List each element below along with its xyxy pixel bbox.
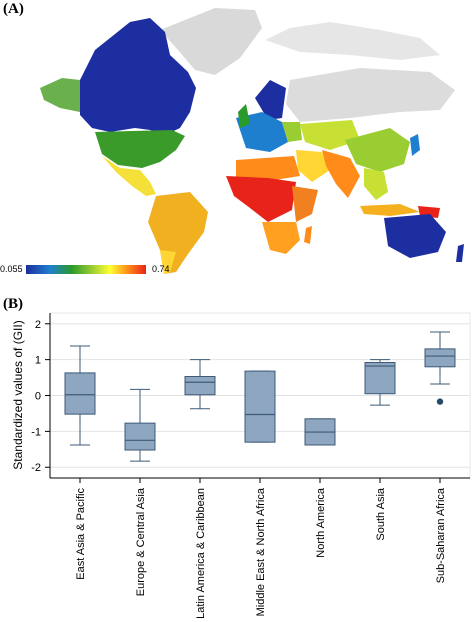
map-russia xyxy=(286,68,455,122)
map-madagascar xyxy=(304,226,312,244)
map-east-africa xyxy=(292,186,318,222)
map-canada xyxy=(80,18,196,135)
map-eastern-europe xyxy=(282,122,302,142)
map-scandinavia xyxy=(255,80,286,120)
world-map: 0.055 0.74 xyxy=(0,8,464,274)
y-tick-label: -1 xyxy=(31,426,41,438)
map-australia xyxy=(384,214,446,258)
color-scale-bar xyxy=(26,265,146,274)
map-uk xyxy=(238,104,250,128)
x-category-label: Europe & Central Asia xyxy=(135,487,147,596)
map-south-asia xyxy=(322,150,360,198)
x-category-label: South Asia xyxy=(375,487,387,540)
y-tick-label: 2 xyxy=(35,319,41,331)
x-category-label: Latin America & Caribbean xyxy=(195,488,207,619)
map-middle-east xyxy=(296,150,330,182)
map-southeast-asia xyxy=(364,168,388,200)
x-category-label: North America xyxy=(315,487,327,558)
map-arctic-islands xyxy=(265,22,440,60)
y-tick-label: -2 xyxy=(31,462,41,474)
panel-b-label: (B) xyxy=(3,296,23,312)
map-greenland xyxy=(160,8,262,75)
outlier-point xyxy=(436,398,444,405)
map-southern-africa xyxy=(262,222,300,254)
y-tick-label: 1 xyxy=(35,355,41,367)
box xyxy=(364,362,396,395)
map-indonesia xyxy=(360,204,420,216)
map-south-america xyxy=(148,192,208,274)
y-ticks: 2 1 0 -1 -2 xyxy=(31,319,50,474)
map-new-zealand xyxy=(456,244,464,262)
map-central-asia xyxy=(300,120,360,150)
box xyxy=(424,348,456,368)
y-tick-label: 0 xyxy=(35,391,41,403)
category-labels: East Asia & Pacific Europe & Central Asia… xyxy=(75,478,447,619)
map-china xyxy=(345,128,410,172)
map-alaska xyxy=(40,78,80,112)
map-usa xyxy=(95,130,185,168)
scale-max-label: 0.74 xyxy=(152,264,170,274)
box xyxy=(244,370,276,443)
box-plot: 2 1 0 -1 -2 East Asia & Pacific Europe & Cent… xyxy=(11,312,471,619)
box xyxy=(184,375,216,396)
map-south-america-south xyxy=(160,250,176,274)
map-japan xyxy=(410,134,420,156)
box xyxy=(64,372,96,415)
scale-min-label: 0.055 xyxy=(0,264,23,274)
y-axis-title: Standardized values of (GII) xyxy=(11,320,25,469)
map-west-africa xyxy=(226,176,296,222)
x-category-label: East Asia & Pacific xyxy=(75,488,87,580)
boxes xyxy=(64,331,456,462)
panel-a-label: (A) xyxy=(3,1,24,17)
map-mexico xyxy=(102,156,156,196)
box xyxy=(124,422,156,451)
x-category-label: Sub-Saharan Africa xyxy=(435,487,447,583)
x-category-label: Middle East & North Africa xyxy=(255,487,267,616)
map-north-africa xyxy=(236,156,300,182)
